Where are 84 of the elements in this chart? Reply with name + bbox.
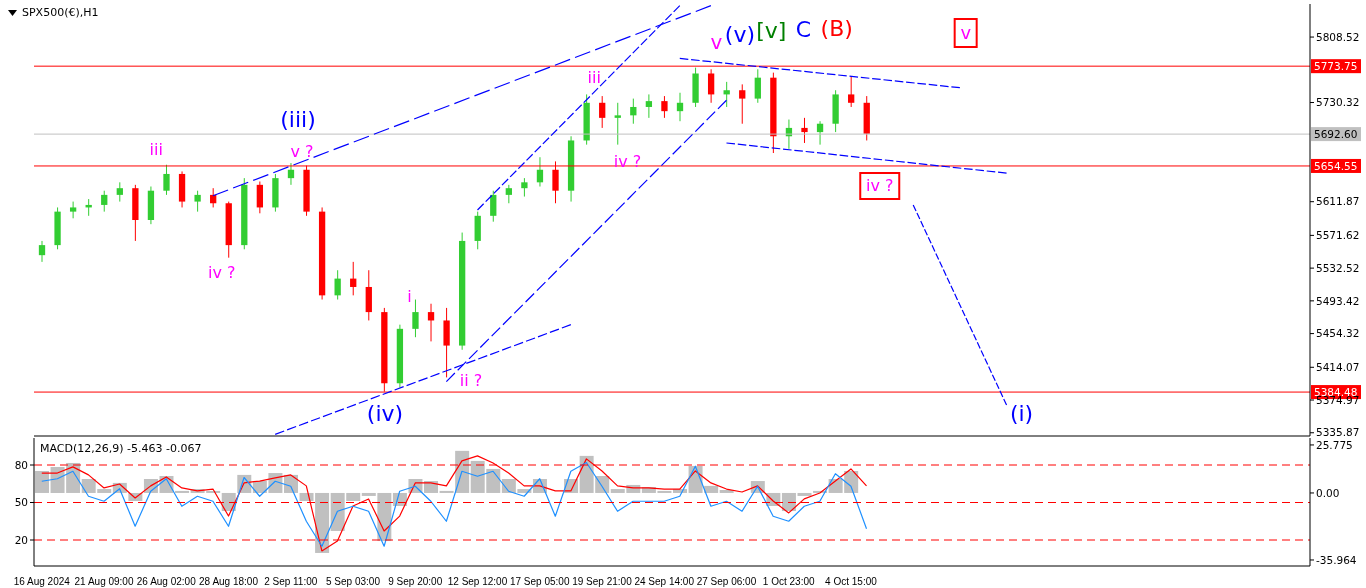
ref-line-label: 5773.75 — [1314, 60, 1358, 73]
candlestick — [723, 81, 730, 108]
candlestick — [334, 269, 341, 301]
candlestick — [676, 92, 684, 122]
bar — [719, 489, 734, 493]
y-tick-label: 5571.62 — [1316, 229, 1360, 242]
y-tick-label: 5414.07 — [1316, 361, 1360, 374]
candlestick — [645, 93, 653, 119]
candlestick — [599, 95, 606, 129]
y-tick-label: 25.775 — [1316, 438, 1353, 451]
x-tick-label: 27 Sep 06:00 — [696, 576, 757, 587]
y2-tick-label: 80 — [14, 458, 28, 471]
x-tick-label: 9 Sep 20:00 — [388, 576, 443, 587]
x-tick-label: 24 Sep 14:00 — [634, 576, 695, 587]
annotation: v — [710, 30, 723, 54]
annotation: iv ? — [207, 263, 236, 282]
x-tick-label: 1 Oct 23:00 — [762, 576, 815, 587]
ref-line-label: 5692.60 — [1314, 128, 1358, 141]
annotation: (iv) — [366, 401, 404, 426]
y-tick-label: 5730.32 — [1316, 96, 1360, 109]
candlestick — [194, 190, 201, 213]
x-tick-label: 21 Aug 09:00 — [74, 576, 134, 587]
candlestick — [163, 164, 170, 196]
annotation: C — [795, 17, 812, 42]
annotation: ii ? — [459, 371, 483, 390]
candlestick — [69, 201, 77, 219]
x-tick-label: 12 Sep 12:00 — [447, 576, 508, 587]
y-tick-label: 5532.52 — [1316, 261, 1360, 274]
candlestick — [490, 190, 497, 223]
candlestick — [739, 83, 746, 125]
candlestick — [427, 303, 435, 342]
y-tick-label: 5454.32 — [1316, 327, 1360, 340]
y-tick-label: 5493.42 — [1316, 294, 1360, 307]
annotation: (v) — [724, 22, 756, 47]
ref-line-label: 5654.55 — [1314, 159, 1358, 172]
x-tick-label: 26 Aug 02:00 — [136, 576, 197, 587]
y2-tick-label: 20 — [14, 533, 28, 546]
x-tick-label: 2 Sep 11:00 — [264, 576, 318, 587]
annotation: [v] — [756, 18, 787, 43]
annotation: iv ? — [859, 172, 901, 200]
annotation: v — [953, 18, 979, 48]
annotation: iii — [587, 68, 601, 87]
chart-title: MACD(12,26,9) -5.463 -0.067 — [40, 442, 202, 455]
candlestick — [287, 162, 295, 186]
candlestick — [661, 95, 668, 119]
bar — [439, 490, 454, 493]
candlestick — [256, 180, 264, 214]
y2-tick-label: 50 — [14, 496, 28, 509]
annotation: iii — [149, 140, 163, 159]
candlestick — [816, 120, 824, 146]
y-tick-label: -35.964 — [1316, 553, 1357, 566]
x-tick-label: 5 Sep 03:00 — [326, 576, 381, 587]
candlestick — [707, 68, 715, 104]
candlestick — [505, 184, 512, 204]
candlestick — [614, 102, 621, 146]
y-tick-label: 5611.87 — [1316, 195, 1360, 208]
x-tick-label: 28 Aug 18:00 — [199, 576, 259, 587]
candlestick — [350, 261, 357, 296]
y-tick-label: 5335.87 — [1316, 426, 1360, 439]
x-tick-label: 17 Sep 05:00 — [509, 576, 570, 587]
annotation: (iii) — [280, 107, 316, 132]
x-tick-label: 16 Aug 2024 — [13, 576, 71, 587]
annotation: (i) — [1009, 401, 1034, 426]
candlestick — [801, 117, 808, 144]
candlestick — [536, 156, 544, 188]
bar — [175, 490, 190, 493]
y-tick-label: 0.00 — [1316, 486, 1340, 499]
candlestick — [101, 190, 108, 213]
chart-title: SPX500(€),H1 — [22, 6, 99, 19]
candlestick — [848, 75, 855, 108]
candlestick — [116, 181, 123, 203]
y-tick-label: 5808.52 — [1316, 30, 1360, 43]
bar — [35, 470, 49, 493]
candlestick — [521, 177, 528, 198]
annotation: iv ? — [613, 152, 642, 171]
candlestick — [630, 98, 637, 125]
candlestick — [412, 299, 419, 338]
x-tick-label: 19 Sep 21:00 — [572, 576, 633, 587]
annotation: (B) — [820, 16, 853, 41]
annotation: v ? — [290, 142, 314, 161]
annotation: i — [407, 287, 412, 306]
x-tick-label: 4 Oct 15:00 — [825, 576, 878, 587]
candlestick — [38, 240, 46, 263]
candlestick — [754, 68, 761, 104]
